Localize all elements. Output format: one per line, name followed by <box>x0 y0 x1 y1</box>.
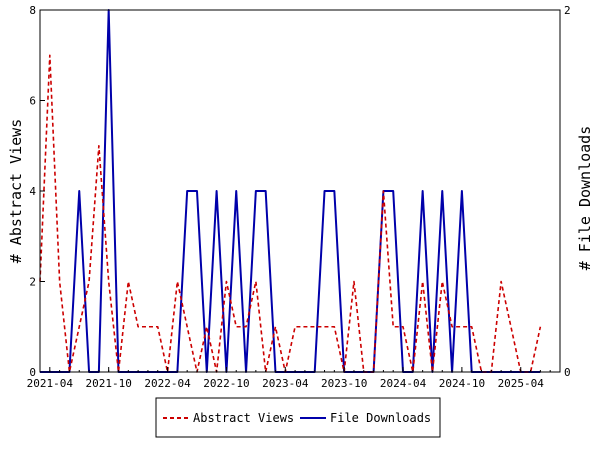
y-axis-title: # Abstract Views <box>7 119 25 264</box>
x-tick-label-2024-10: 2024-10 <box>439 377 485 390</box>
y-tick-label-2: 2 <box>29 276 36 289</box>
y2-tick-label-0: 0 <box>564 366 571 379</box>
y-tick-label-0: 0 <box>29 366 36 379</box>
legend: Abstract Views File Downloads <box>155 397 441 438</box>
y-tick-label-6: 6 <box>29 95 36 108</box>
legend-box <box>155 397 441 438</box>
y-tick-label-8: 8 <box>29 4 36 17</box>
x-tick-label-2025-04: 2025-04 <box>498 377 545 390</box>
x-tick-label-2024-04: 2024-04 <box>380 377 427 390</box>
x-tick-label-2021-04: 2021-04 <box>27 377 74 390</box>
legend-label-abstract-views: Abstract Views <box>193 411 294 425</box>
x-tick-label-2022-04: 2022-04 <box>144 377 191 390</box>
series-line-abstract-views <box>39 54 542 373</box>
x-tick-label-2022-10: 2022-10 <box>203 377 249 390</box>
x-tick-label-2023-10: 2023-10 <box>321 377 367 390</box>
x-tick-label-2023-04: 2023-04 <box>262 377 309 390</box>
y2-tick-label-2: 2 <box>564 4 571 17</box>
y2-axis-title: # File Downloads <box>576 126 594 271</box>
legend-label-file-downloads: File Downloads <box>330 411 431 425</box>
axes: 0 2 4 6 8 0 2 2021-04 2021-10 2022-04 2022-10 2023-… <box>27 4 571 390</box>
x-tick-label-2021-10: 2021-10 <box>85 377 131 390</box>
y-tick-label-4: 4 <box>29 185 36 198</box>
